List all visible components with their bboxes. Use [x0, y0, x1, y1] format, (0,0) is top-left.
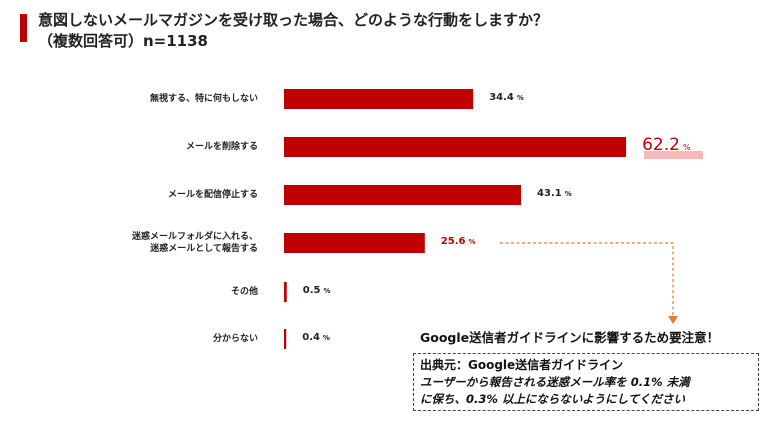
- category-label-4: その他: [230, 287, 258, 297]
- value-unit-1: %: [682, 143, 691, 152]
- highlight-marker: [644, 151, 703, 159]
- source-box: 出典元：Google送信者ガイドライン ユーザーから報告される迷惑メール率を 0…: [413, 353, 759, 411]
- value-label-2: 43.1%: [537, 188, 572, 199]
- value-number-3: 25.6: [440, 236, 466, 247]
- bar-4: [284, 282, 287, 302]
- category-label-1: メールを削除する: [185, 142, 258, 152]
- bar-5: [284, 329, 287, 349]
- title-line-1: 意図しないメールマガジンを受け取った場合、どのような行動をしますか？: [38, 11, 549, 29]
- connector-arrow-line: [500, 242, 674, 318]
- value-label-0: 34.4%: [489, 92, 524, 103]
- category-label-0: 無視する、特に何もしない: [149, 94, 258, 104]
- bar-0: [284, 89, 474, 109]
- value-number-5: 0.4: [302, 332, 320, 343]
- value-number-4: 0.5: [302, 285, 321, 296]
- bar-2: [284, 185, 522, 205]
- value-number-0: 34.4: [489, 92, 514, 103]
- source-body: ユーザーから報告される迷惑メール率を 0.1% 未満 に保ち、0.3% 以上にな…: [420, 375, 690, 406]
- category-label-3: 迷惑メールフォルダに入れる、 迷惑メールとして報告する: [131, 232, 258, 254]
- value-unit-3: %: [468, 238, 476, 246]
- value-number-2: 43.1: [537, 188, 562, 199]
- title-accent-bar: [20, 14, 27, 42]
- bar-1: [284, 137, 627, 157]
- value-unit-4: %: [323, 287, 331, 295]
- source-heading: 出典元：Google送信者ガイドライン: [420, 358, 624, 372]
- category-label-2: メールを配信停止する: [167, 190, 258, 200]
- title-line-2: （複数回答可）n=1138: [38, 32, 208, 50]
- value-label-5: 0.4%: [302, 332, 330, 343]
- value-unit-5: %: [322, 334, 330, 342]
- value-label-1: 62.2%: [642, 135, 690, 155]
- chart-title: 意図しないメールマガジンを受け取った場合、どのような行動をしますか？ （複数回答…: [38, 10, 548, 52]
- warning-note: Google送信者ガイドラインに影響するため要注意！: [420, 330, 720, 345]
- value-label-3: 25.6%: [441, 236, 476, 247]
- bar-3: [284, 233, 425, 253]
- value-unit-2: %: [564, 190, 572, 198]
- value-unit-0: %: [516, 94, 524, 102]
- value-label-4: 0.5%: [303, 285, 331, 296]
- value-number-1: 62.2: [642, 135, 680, 155]
- category-label-5: 分からない: [212, 334, 258, 344]
- arrow-head-icon: [668, 316, 678, 324]
